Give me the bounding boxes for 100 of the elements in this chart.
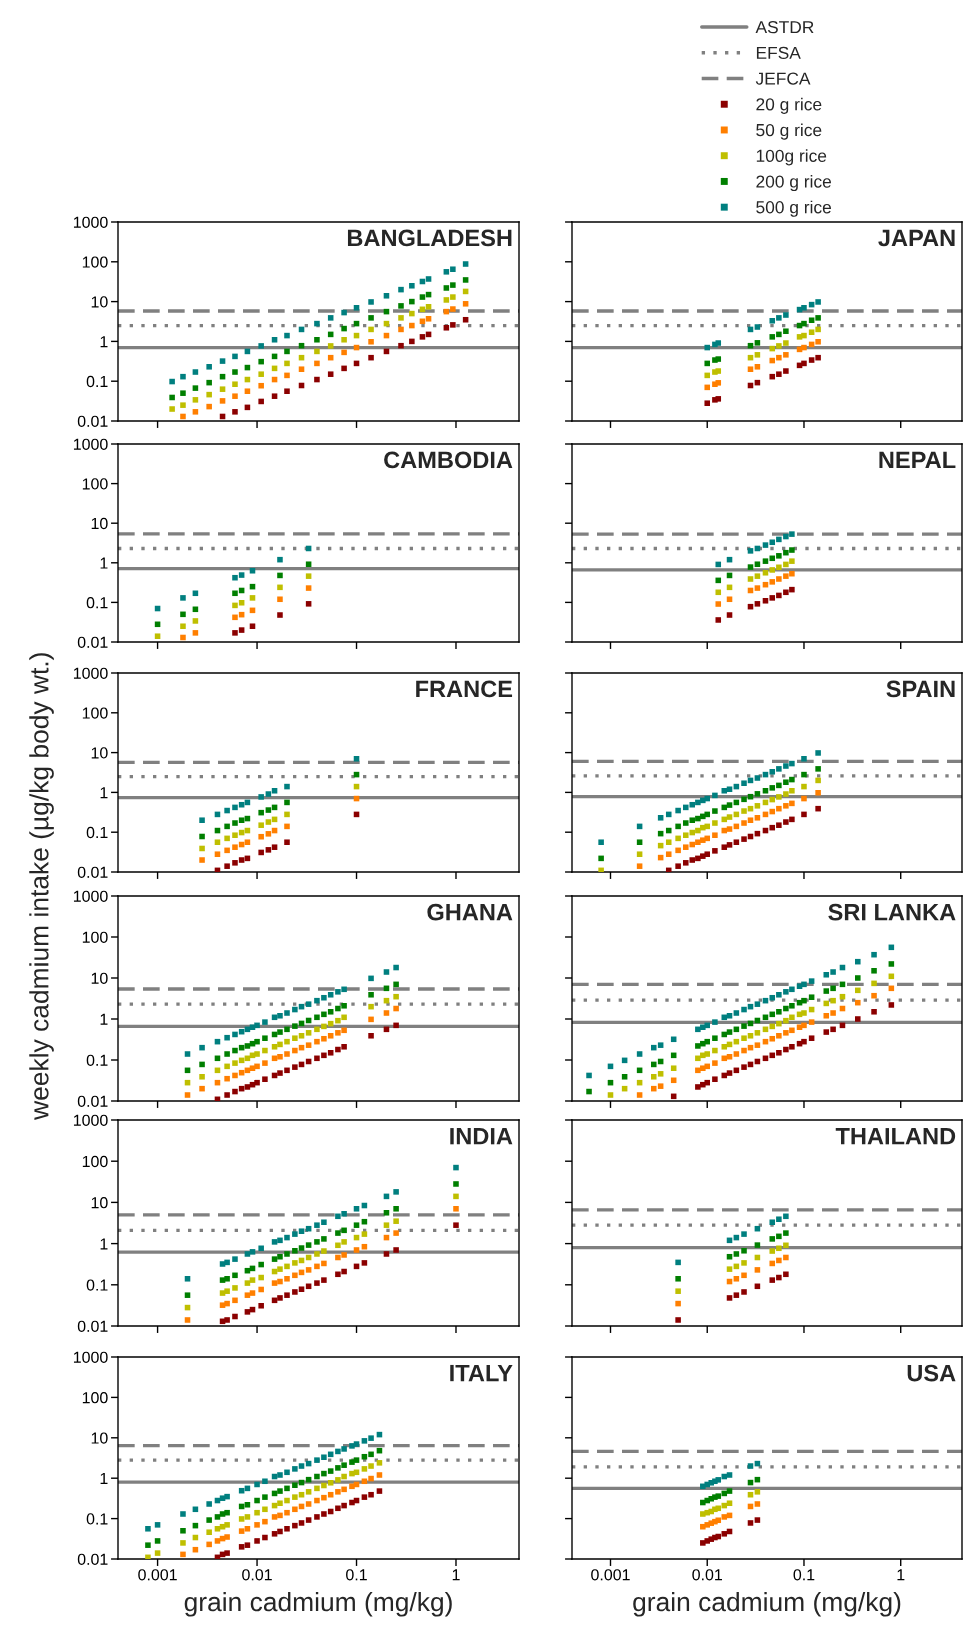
y-tick-label: 10 — [91, 517, 108, 530]
point — [783, 819, 789, 825]
point — [180, 413, 186, 420]
point — [712, 848, 718, 854]
point — [321, 1470, 327, 1477]
point — [258, 849, 264, 856]
y-tick-label: 100 — [82, 478, 108, 490]
y-tick-label: 0.01 — [77, 1095, 108, 1107]
x-tick-label: 0.1 — [346, 1569, 367, 1581]
point — [262, 1494, 268, 1500]
y-tick-label: 1000 — [73, 1351, 108, 1363]
point — [232, 860, 238, 866]
point — [341, 336, 347, 343]
point — [776, 592, 782, 599]
point — [776, 822, 782, 828]
y-tick-label: 10 — [91, 1197, 108, 1209]
point — [206, 391, 212, 398]
chart-title: ITALY — [450, 1364, 513, 1382]
point — [747, 548, 754, 554]
point — [262, 1506, 268, 1513]
chart-title: THAILAND — [835, 1128, 956, 1145]
point — [219, 386, 226, 392]
y-tick-label: 10 — [91, 747, 108, 759]
point — [314, 376, 320, 383]
point — [341, 365, 347, 372]
point — [284, 839, 290, 845]
y-tick-label: 1000 — [73, 216, 108, 228]
point — [192, 397, 199, 403]
point — [665, 827, 672, 834]
point — [754, 601, 761, 607]
point — [715, 1533, 722, 1540]
point — [265, 819, 272, 825]
point — [335, 1477, 341, 1483]
y-tick-label: 1 — [100, 1473, 108, 1484]
point — [762, 569, 769, 576]
point — [762, 542, 769, 548]
point — [665, 811, 672, 818]
legend-label: 50 g rice — [756, 123, 822, 140]
point — [238, 1544, 245, 1550]
y-tick-label: 0.1 — [86, 375, 108, 388]
point — [783, 533, 789, 540]
point — [254, 1538, 260, 1544]
point — [726, 1488, 733, 1494]
point — [721, 787, 728, 794]
point — [298, 1520, 305, 1526]
point — [776, 782, 782, 789]
point — [284, 783, 290, 790]
y-tick-label: 0.01 — [77, 1553, 108, 1565]
point — [298, 366, 305, 372]
point — [314, 1473, 320, 1480]
point — [776, 766, 782, 772]
point — [789, 547, 795, 553]
point — [258, 809, 264, 816]
point — [726, 786, 733, 793]
y-tick-label: 0.1 — [86, 1513, 108, 1525]
point — [284, 799, 290, 806]
point — [754, 573, 761, 579]
point — [726, 1472, 733, 1478]
y-tick-label: 10 — [91, 972, 108, 984]
point — [314, 1485, 320, 1492]
point — [769, 595, 776, 601]
point — [769, 555, 776, 562]
point — [314, 348, 320, 355]
point — [747, 817, 754, 823]
point — [258, 398, 264, 405]
point — [232, 381, 238, 387]
point — [292, 1466, 298, 1472]
point — [327, 343, 334, 349]
point — [224, 863, 230, 869]
point — [314, 1497, 320, 1504]
point — [789, 531, 795, 537]
chart-title: SRI LANKA — [828, 903, 956, 921]
point — [327, 371, 334, 377]
point — [262, 1518, 268, 1525]
point — [754, 815, 761, 821]
point — [419, 294, 426, 300]
point — [341, 1486, 347, 1493]
point — [789, 776, 795, 783]
point — [258, 382, 264, 389]
point — [335, 1489, 341, 1495]
point — [321, 1454, 327, 1461]
y-tick-label: 1000 — [73, 1114, 108, 1126]
point — [789, 586, 795, 593]
point — [232, 393, 238, 399]
legend-label: EFSA — [756, 46, 801, 60]
y-tick-label: 0.1 — [86, 1279, 108, 1291]
point — [776, 564, 782, 571]
point — [180, 373, 186, 380]
point — [214, 1514, 221, 1520]
point — [769, 579, 776, 585]
point — [238, 1516, 245, 1522]
point — [219, 358, 226, 364]
y-tick-label: 0.1 — [86, 1054, 108, 1066]
point — [180, 390, 186, 396]
point — [341, 1502, 347, 1509]
legend-label: ASTDR — [755, 20, 814, 34]
point — [232, 832, 238, 838]
point — [789, 570, 795, 577]
point — [314, 320, 320, 327]
point — [783, 561, 789, 568]
